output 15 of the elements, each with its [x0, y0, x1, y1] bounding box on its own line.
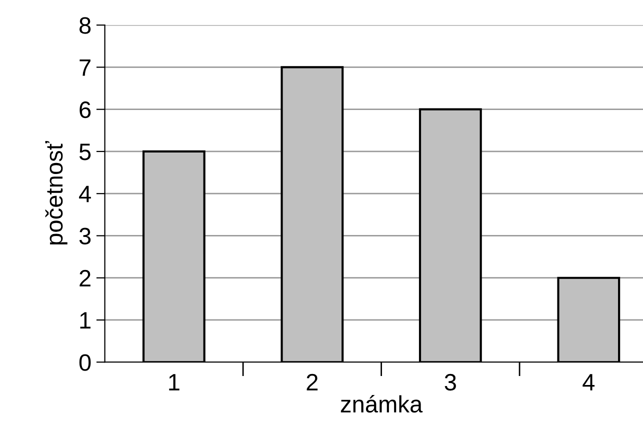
y-tick-label: 2 — [80, 270, 90, 286]
y-tick-label: 1 — [80, 312, 90, 329]
x-tick-label: 2 — [306, 374, 318, 390]
y-tick-label: 4 — [79, 186, 91, 202]
y-tick-label: 8 — [80, 17, 91, 34]
y-axis-title: početnosť — [45, 141, 68, 244]
y-tick-label: 5 — [79, 144, 91, 160]
x-tick-label: 4 — [582, 374, 595, 390]
y-tick-label: 7 — [80, 60, 90, 76]
y-tick-label: 0 — [79, 354, 91, 371]
x-tick-label: 1 — [169, 374, 180, 390]
y-tick-label: 3 — [79, 228, 91, 245]
x-tick-label: 3 — [444, 374, 456, 391]
y-tick-label: 6 — [80, 101, 91, 118]
x-axis-title: známka — [340, 394, 423, 413]
